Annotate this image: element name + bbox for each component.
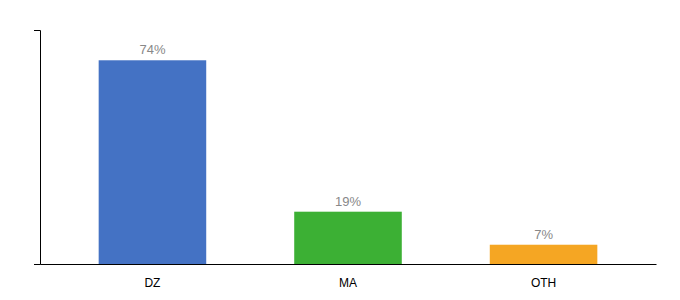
x-axis: DZ MA OTH	[41, 265, 657, 290]
data-label: 7%	[534, 227, 553, 242]
x-tick: MA	[339, 276, 357, 290]
x-tick: OTH	[531, 276, 556, 290]
bar	[490, 245, 598, 264]
bar	[99, 60, 207, 264]
x-tick-label: MA	[339, 276, 357, 290]
x-tick-label: OTH	[531, 276, 556, 290]
data-label: 19%	[335, 194, 361, 209]
y-axis-line	[34, 31, 41, 265]
chart-svg: DZ MA OTH 74% 19% 7%	[0, 0, 680, 300]
x-tick: DZ	[144, 276, 160, 290]
bar	[294, 212, 402, 264]
data-label: 74%	[139, 42, 165, 57]
plot: DZ MA OTH 74% 19% 7%	[34, 31, 657, 290]
data-labels: 74% 19% 7%	[139, 42, 553, 241]
bars	[99, 60, 598, 264]
x-axis-line	[41, 264, 657, 265]
chart-container: DZ MA OTH 74% 19% 7%	[0, 0, 680, 300]
x-tick-label: DZ	[144, 276, 160, 290]
y-axis	[34, 31, 41, 265]
